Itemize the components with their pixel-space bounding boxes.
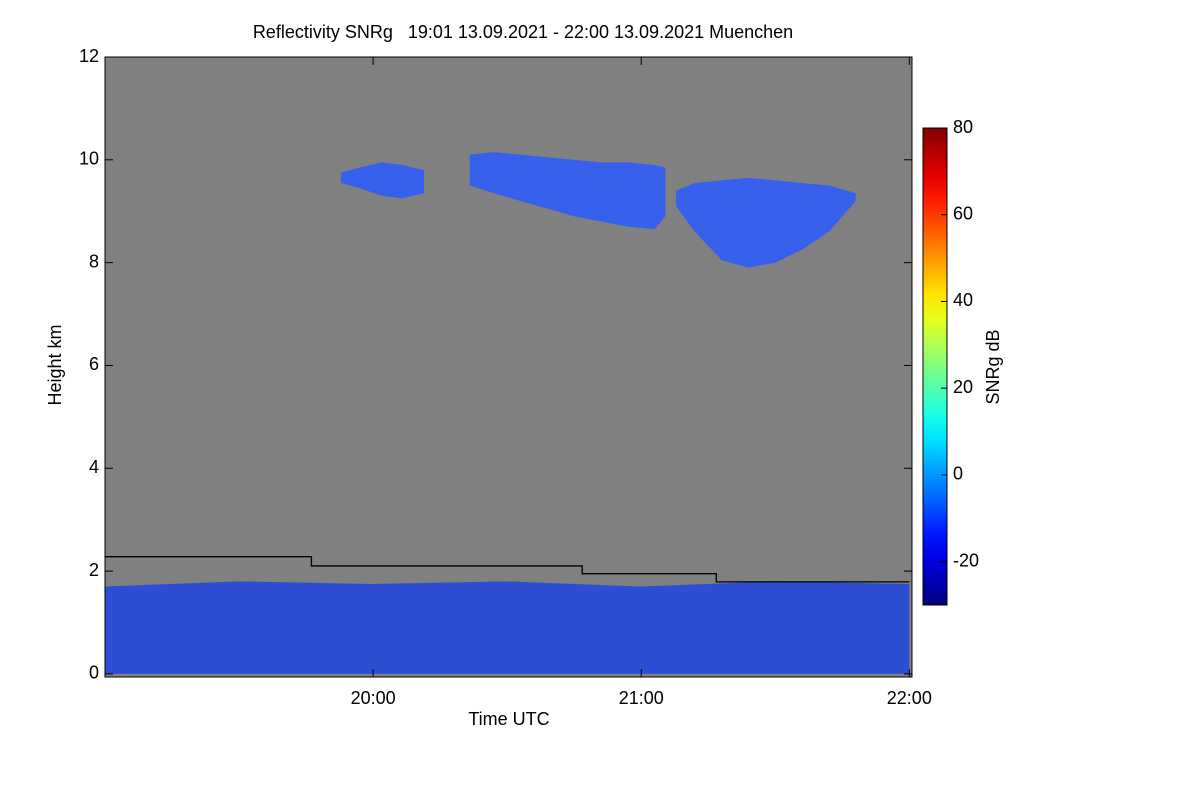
y-tick-label: 4 <box>89 457 99 477</box>
plot-frame <box>104 56 913 678</box>
colorbar-tick-label: 0 <box>953 464 963 484</box>
colorbar-tick-label: 20 <box>953 377 973 397</box>
y-tick-label: 0 <box>89 663 99 683</box>
y-tick-label: 10 <box>79 149 99 169</box>
y-tick-label: 8 <box>89 251 99 271</box>
colorbar-title: SNRg dB <box>983 329 1003 404</box>
colorbar-tick-label: 40 <box>953 290 973 310</box>
boundary-line <box>105 556 910 583</box>
colorbar-tick-label: 60 <box>953 203 973 223</box>
y-tick-label: 2 <box>89 560 99 580</box>
y-tick-label: 6 <box>89 354 99 374</box>
echo-area <box>340 162 425 199</box>
colorbar <box>922 127 948 606</box>
chart-title: Reflectivity SNRg 19:01 13.09.2021 - 22:… <box>253 22 793 42</box>
x-tick-label: 21:00 <box>619 688 664 708</box>
y-tick-label: 12 <box>79 46 99 66</box>
echo-area <box>469 152 666 230</box>
colorbar-tick-label: -20 <box>953 550 979 570</box>
colorbar-tick-label: 80 <box>953 117 973 137</box>
x-tick-label: 20:00 <box>351 688 396 708</box>
echo-area <box>105 581 910 674</box>
y-axis-title: Height km <box>45 324 65 405</box>
echo-area <box>676 177 856 268</box>
x-tick-label: 22:00 <box>887 688 932 708</box>
x-axis-title: Time UTC <box>468 709 549 729</box>
